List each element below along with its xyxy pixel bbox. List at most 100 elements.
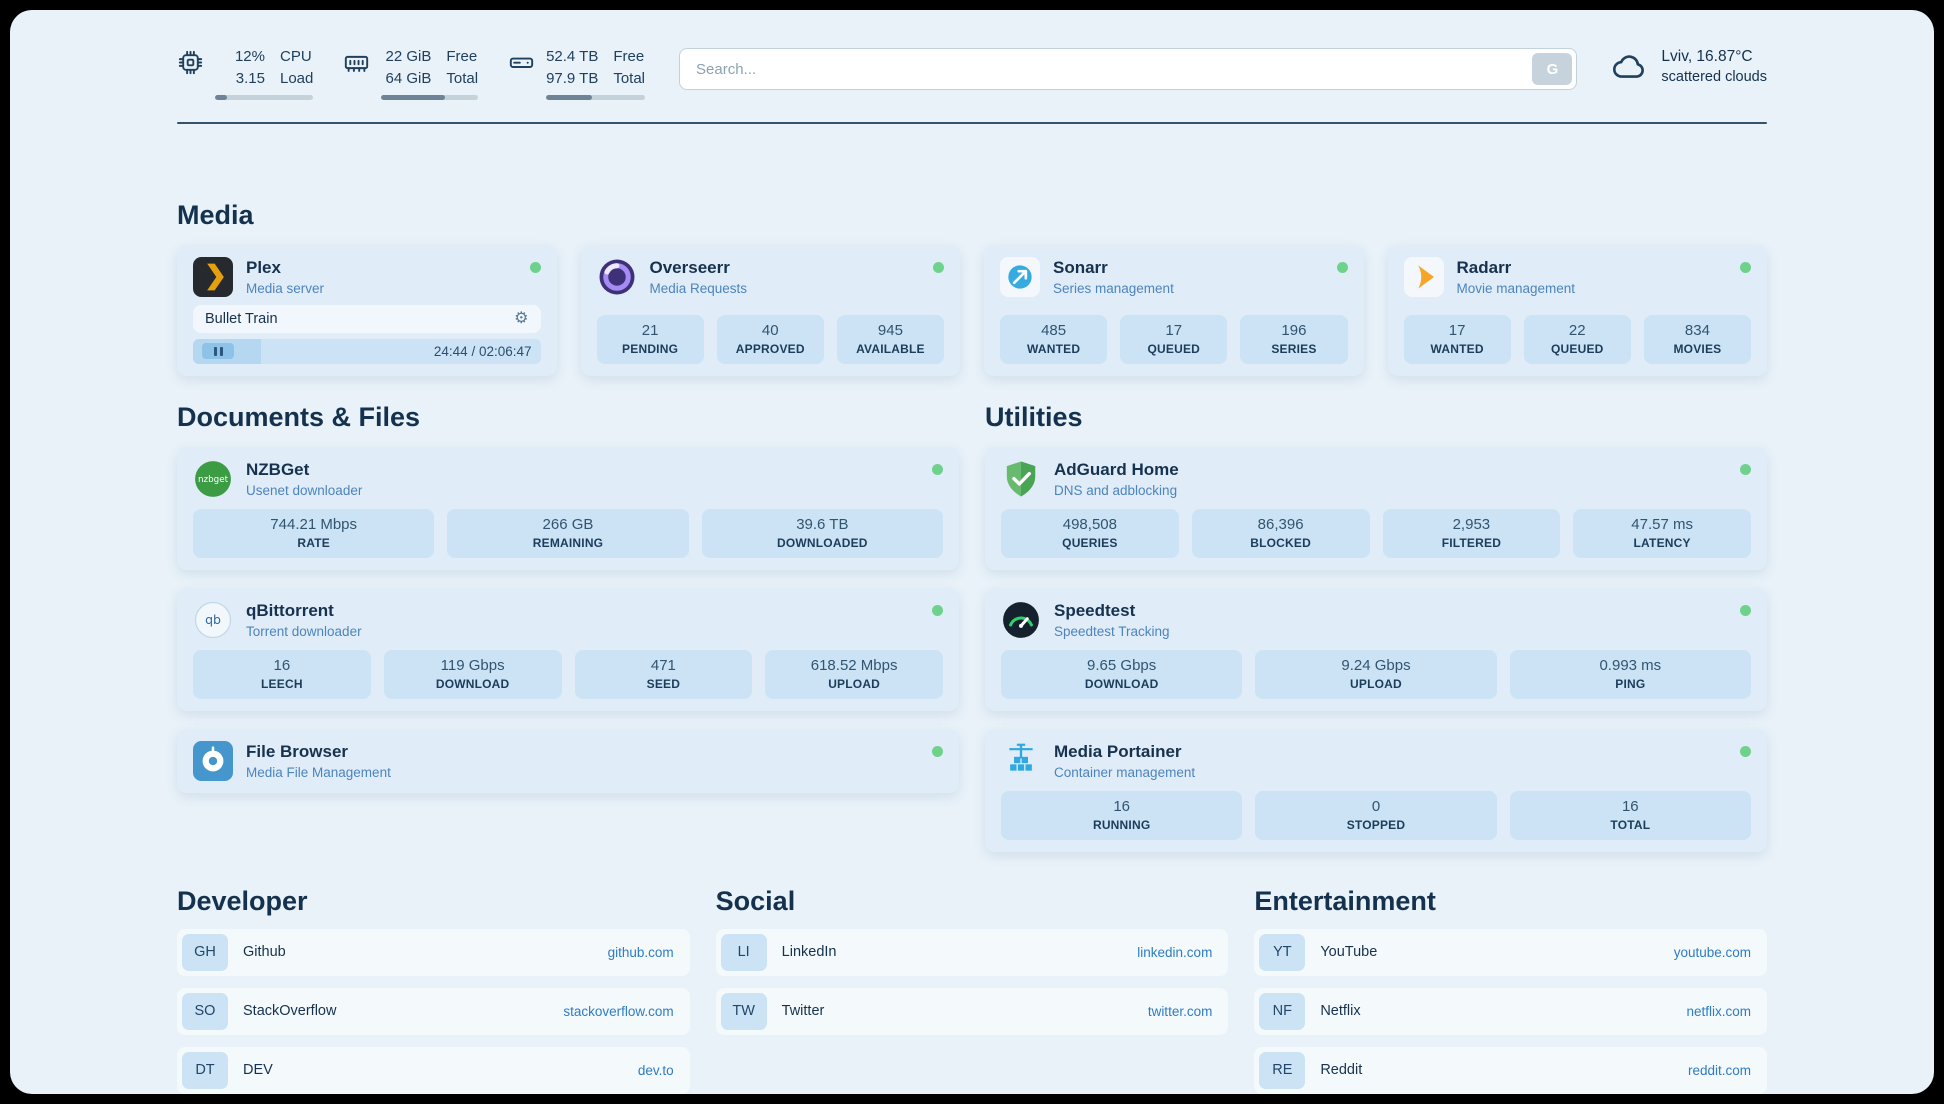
stat-value: 945 bbox=[877, 321, 903, 339]
bookmark-twitter[interactable]: TW Twitter twitter.com bbox=[715, 987, 1229, 1035]
bookmark-name: DEV bbox=[243, 1062, 273, 1079]
overseerr-icon bbox=[597, 257, 637, 297]
stat-label: AVAILABLE bbox=[856, 341, 925, 356]
stat-label: MOVIES bbox=[1673, 341, 1722, 356]
card-sonarr[interactable]: Sonarr Series management 485 WANTED 17 Q… bbox=[984, 244, 1364, 376]
bookmark-url[interactable]: dev.to bbox=[637, 1062, 674, 1078]
media-grid: Plex Media server Bullet Train ⚙ 24:44 /… bbox=[177, 244, 1767, 376]
pause-button[interactable] bbox=[202, 343, 234, 360]
bookmark-abbr: LI bbox=[720, 933, 767, 971]
bookmark-url[interactable]: netflix.com bbox=[1686, 1003, 1751, 1019]
stat-box: 39.6 TB DOWNLOADED bbox=[701, 508, 943, 558]
bookmark-linkedin[interactable]: LI LinkedIn linkedin.com bbox=[715, 928, 1229, 976]
section-title-social: Social bbox=[715, 885, 796, 916]
search-input[interactable] bbox=[679, 48, 1578, 90]
stat-label: RATE bbox=[297, 535, 330, 550]
bookmark-group-social: Social LI LinkedIn linkedin.com TW Twitt… bbox=[715, 885, 1229, 1094]
bookmark-name: Github bbox=[243, 944, 286, 961]
status-dot bbox=[1336, 261, 1348, 273]
bookmark-stackoverflow[interactable]: SO StackOverflow stackoverflow.com bbox=[177, 987, 690, 1035]
stat-box: 9.24 Gbps UPLOAD bbox=[1255, 649, 1497, 699]
card-radarr[interactable]: Radarr Movie management 17 WANTED 22 QUE… bbox=[1387, 244, 1767, 376]
stat-box: 16 LEECH bbox=[193, 649, 371, 699]
search-bar: G bbox=[679, 48, 1578, 90]
stat-label: WANTED bbox=[1026, 341, 1081, 356]
bookmark-name: StackOverflow bbox=[243, 1003, 337, 1020]
stats-row: 16 RUNNING 0 STOPPED 16 TOTAL bbox=[1001, 790, 1751, 840]
bookmark-name: LinkedIn bbox=[781, 944, 837, 961]
stat-value: 266 GB bbox=[542, 515, 594, 533]
bookmark-netflix[interactable]: NF Netflix netflix.com bbox=[1254, 987, 1767, 1035]
status-dot bbox=[1740, 745, 1751, 757]
section-documents: Documents & Files nzbget NZBGet Usenet d… bbox=[177, 402, 959, 852]
card-filebrowser[interactable]: File Browser Media File Management bbox=[177, 728, 959, 793]
card-header: Radarr Movie management bbox=[1403, 256, 1751, 297]
stat-value: 618.52 Mbps bbox=[810, 656, 898, 674]
bookmark-youtube[interactable]: YT YouTube youtube.com bbox=[1254, 928, 1767, 976]
bookmark-url[interactable]: stackoverflow.com bbox=[563, 1003, 674, 1019]
playback-progress-bar[interactable]: 24:44 / 02:06:47 bbox=[193, 338, 541, 364]
stat-box: 744.21 Mbps RATE bbox=[193, 508, 435, 558]
qbittorrent-icon: qb bbox=[193, 600, 233, 640]
stat-box: 21 PENDING bbox=[596, 314, 704, 364]
stat-box: 0.993 ms PING bbox=[1509, 649, 1751, 699]
cpu-load-label: Load bbox=[280, 69, 314, 87]
app-subtitle: Movie management bbox=[1456, 280, 1576, 296]
stat-box: 17 QUEUED bbox=[1120, 314, 1228, 364]
stat-value: 196 bbox=[1281, 321, 1307, 339]
card-portainer[interactable]: Media Portainer Container management 16 … bbox=[985, 728, 1767, 852]
card-header: File Browser Media File Management bbox=[193, 740, 943, 781]
gear-icon[interactable]: ⚙ bbox=[514, 309, 529, 327]
bookmark-url[interactable]: linkedin.com bbox=[1137, 944, 1213, 960]
cpu-progress-fill bbox=[215, 94, 227, 100]
stat-label: UPLOAD bbox=[1350, 676, 1402, 691]
card-header: Plex Media server bbox=[193, 256, 541, 297]
bookmark-url[interactable]: reddit.com bbox=[1687, 1062, 1751, 1078]
bookmark-github[interactable]: GH Github github.com bbox=[177, 928, 690, 976]
bookmark-dev[interactable]: DT DEV dev.to bbox=[177, 1046, 690, 1094]
stat-box: 485 WANTED bbox=[1000, 314, 1108, 364]
dashboard-content: 12% 3.15 CPU Load bbox=[10, 10, 1934, 1094]
bookmark-name: YouTube bbox=[1320, 944, 1378, 961]
card-overseerr[interactable]: Overseerr Media Requests 21 PENDING 40 A… bbox=[580, 244, 960, 376]
search-provider-button[interactable]: G bbox=[1532, 53, 1573, 85]
app-title: Media Portainer bbox=[1054, 741, 1182, 761]
app-title: AdGuard Home bbox=[1054, 459, 1179, 479]
stat-label: PING bbox=[1615, 676, 1646, 691]
app-subtitle: Media File Management bbox=[246, 764, 391, 780]
stat-box: 9.65 Gbps DOWNLOAD bbox=[1001, 649, 1243, 699]
bookmark-url[interactable]: youtube.com bbox=[1673, 944, 1751, 960]
card-nzbget[interactable]: nzbget NZBGet Usenet downloader 744.21 M… bbox=[177, 446, 959, 570]
stat-value: 119 Gbps bbox=[440, 656, 505, 674]
stat-box: 47.57 ms LATENCY bbox=[1573, 508, 1751, 558]
stat-label: SEED bbox=[646, 676, 681, 691]
stat-box: 40 APPROVED bbox=[716, 314, 824, 364]
stat-value: 40 bbox=[761, 321, 779, 339]
bookmark-url[interactable]: twitter.com bbox=[1147, 1003, 1213, 1019]
stat-value: 17 bbox=[1448, 321, 1466, 339]
stat-value: 744.21 Mbps bbox=[270, 515, 358, 533]
bookmark-abbr: YT bbox=[1259, 933, 1306, 971]
card-header: Sonarr Series management bbox=[1000, 256, 1348, 297]
stat-box: 196 SERIES bbox=[1240, 314, 1348, 364]
stat-value: 834 bbox=[1684, 321, 1710, 339]
card-speedtest[interactable]: Speedtest Speedtest Tracking 9.65 Gbps D… bbox=[985, 587, 1767, 711]
status-dot bbox=[1740, 261, 1751, 273]
app-subtitle: Container management bbox=[1054, 764, 1196, 780]
disk-metric: 52.4 TB 97.9 TB Free Total bbox=[508, 46, 646, 100]
section-media: Media Plex Media server bbox=[177, 200, 1767, 376]
status-dot bbox=[932, 604, 943, 616]
app-title: Plex bbox=[246, 257, 281, 277]
bookmark-reddit[interactable]: RE Reddit reddit.com bbox=[1254, 1046, 1767, 1094]
app-title: Radarr bbox=[1456, 257, 1512, 277]
sonarr-icon bbox=[1000, 256, 1040, 297]
weather-widget: Lviv, 16.87°C scattered clouds bbox=[1611, 48, 1767, 85]
card-adguard-home[interactable]: AdGuard Home DNS and adblocking 498,508 … bbox=[985, 446, 1767, 570]
card-header: qb qBittorrent Torrent downloader bbox=[193, 600, 943, 640]
stat-box: 498,508 QUERIES bbox=[1001, 508, 1179, 558]
bookmark-url[interactable]: github.com bbox=[607, 944, 674, 960]
stat-label: SERIES bbox=[1271, 341, 1317, 356]
card-qbittorrent[interactable]: qb qBittorrent Torrent downloader 16 bbox=[177, 587, 959, 711]
card-header: Media Portainer Container management bbox=[1001, 741, 1751, 781]
card-plex[interactable]: Plex Media server Bullet Train ⚙ 24:44 /… bbox=[177, 244, 557, 376]
